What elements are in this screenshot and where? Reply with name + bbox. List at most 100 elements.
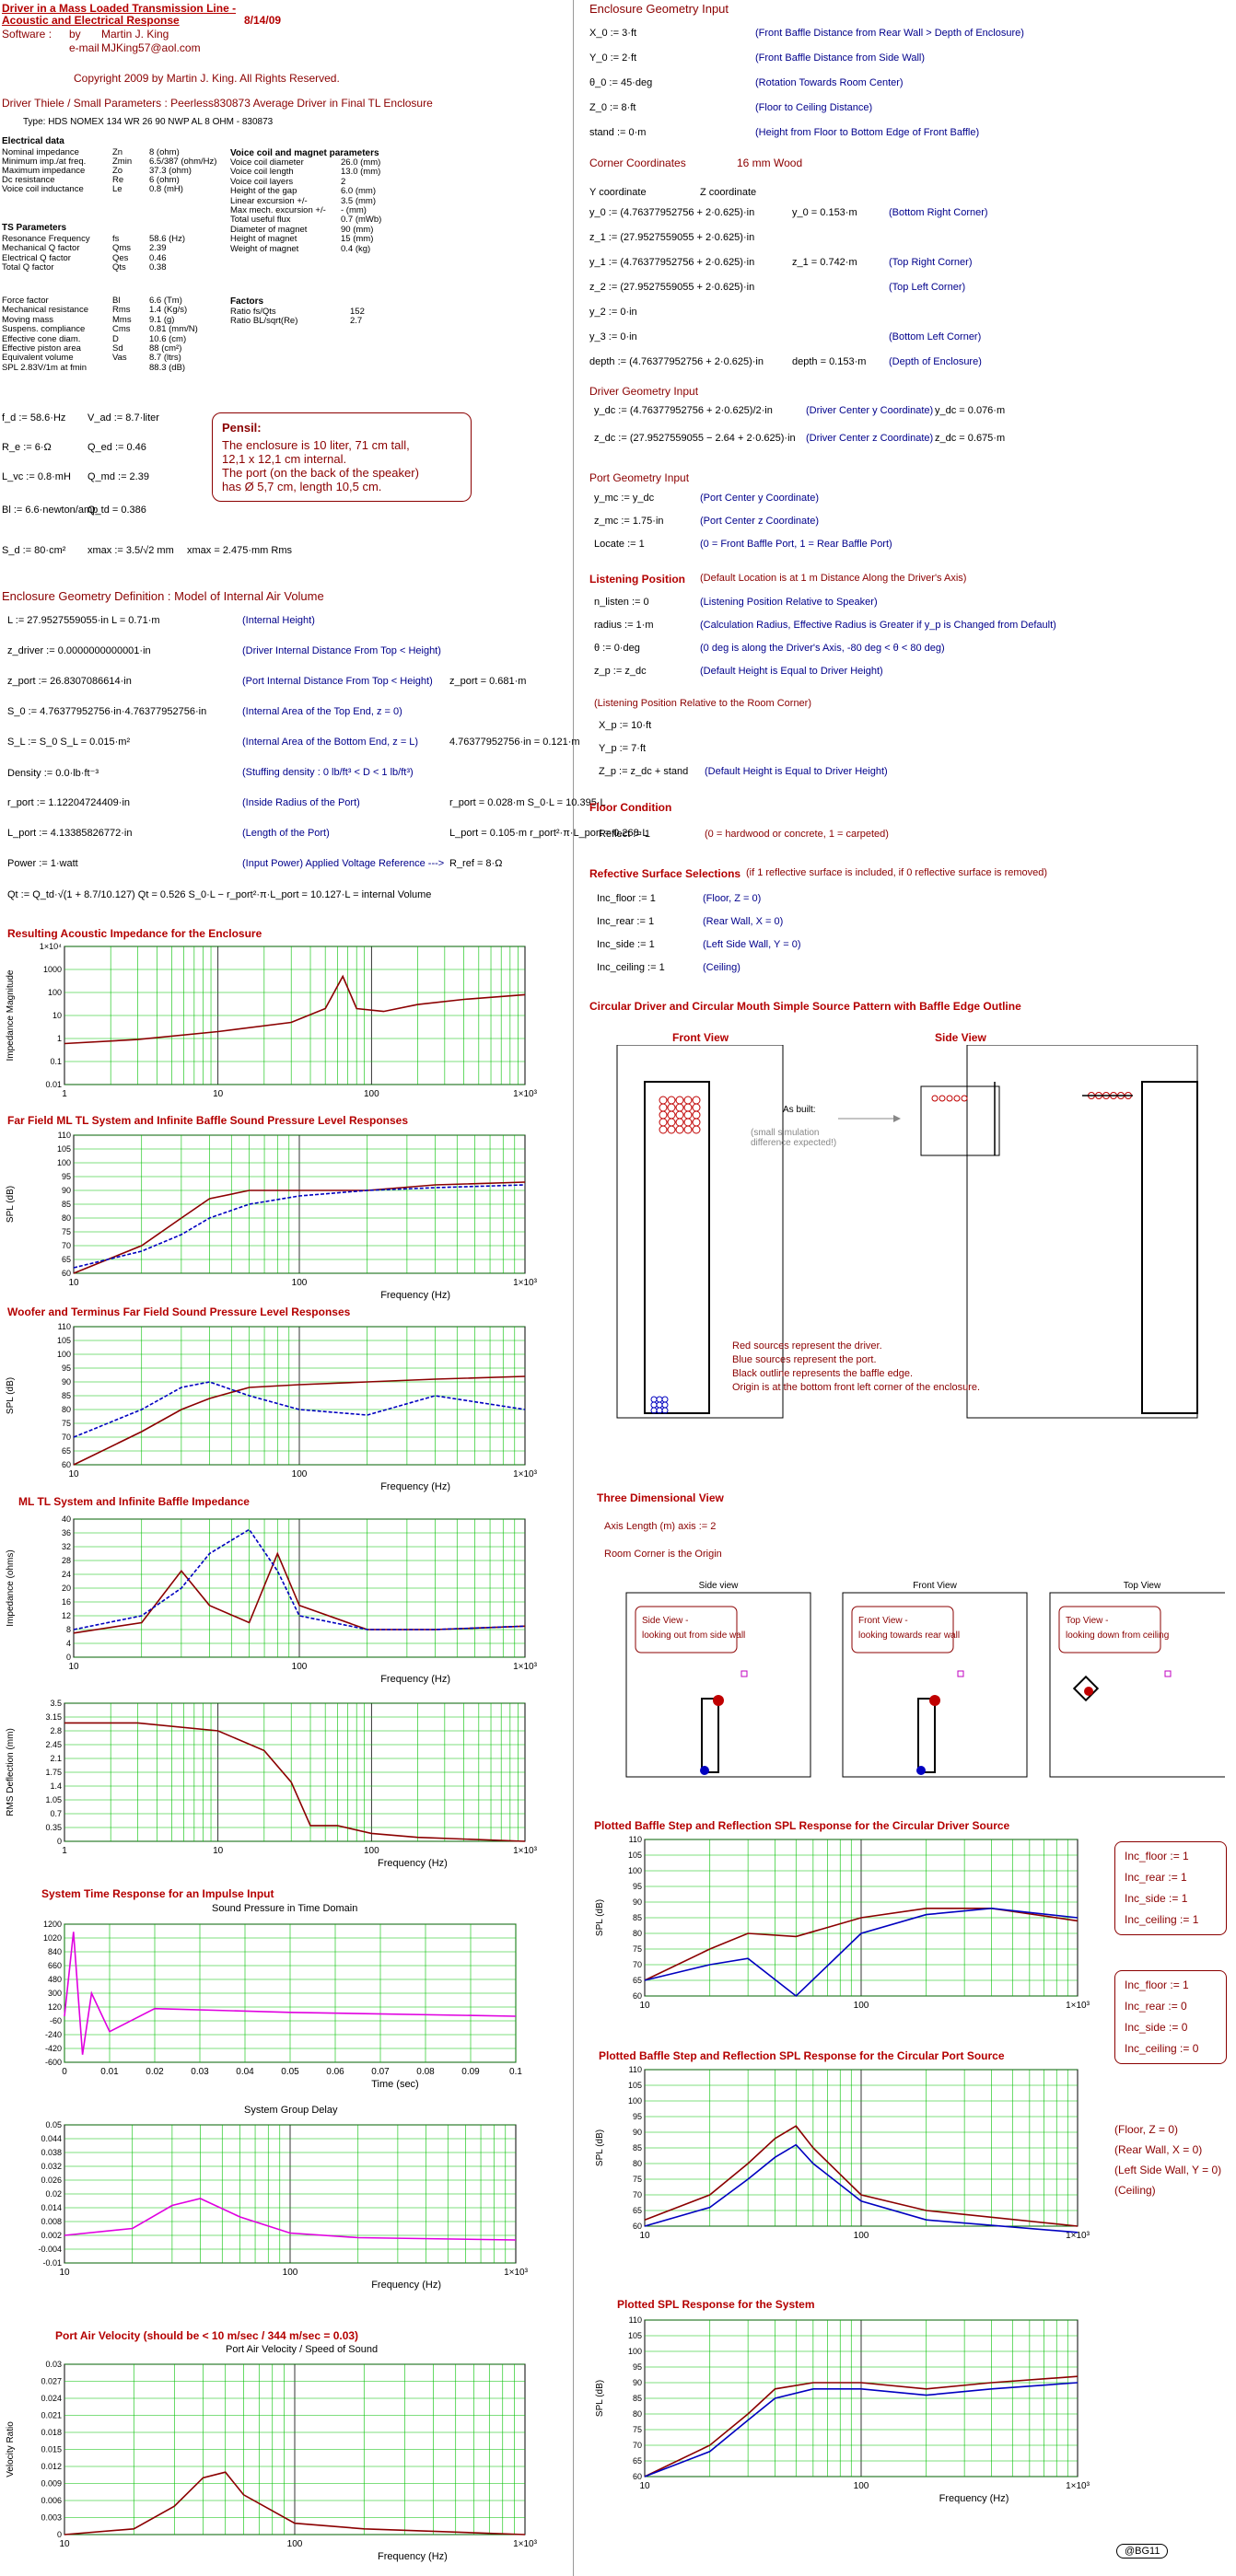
input-xmax[interactable]: xmax := 3.5/√2 mm: [87, 545, 174, 556]
listen-cell[interactable]: radius := 1·m: [594, 620, 654, 631]
driver-geom-cell[interactable]: z_dc := (27.9527559055 − 2.64 + 2·0.625)…: [594, 433, 796, 444]
electrical-cell: Zn: [112, 147, 123, 157]
y-tick-label: 4: [66, 1639, 71, 1648]
port-geom-cell[interactable]: y_mc := y_dc: [594, 493, 655, 504]
electrical-cell: Dc resistance: [2, 175, 55, 185]
electrical-cell: Re: [112, 175, 124, 185]
enclosure-cell[interactable]: Power := 1·watt: [7, 858, 78, 869]
input-re[interactable]: R_e := 6·Ω: [2, 442, 52, 453]
as-built-arrow-head: [893, 1115, 901, 1122]
side-view-title: Side View: [935, 1031, 986, 1044]
corner-cell[interactable]: y_2 := 0·in: [589, 307, 637, 318]
room-cell[interactable]: X_p := 10·ft: [599, 720, 652, 731]
input-qed[interactable]: Q_ed := 0.46: [87, 442, 146, 453]
y-tick-label: 85: [633, 2143, 642, 2152]
circ-note-item: Black outline represents the baffle edge…: [732, 1368, 914, 1379]
floor-input[interactable]: Reflect := 1: [599, 829, 650, 840]
enclosure-cell[interactable]: r_port := 1.12204724409·in: [7, 797, 131, 808]
corner-cell[interactable]: z_1 := (27.9527559055 + 2·0.625)·in: [589, 232, 755, 243]
refl-cell: (Ceiling): [703, 962, 740, 973]
input-lvc[interactable]: L_vc := 0.8·mH: [2, 471, 71, 482]
corner-cell[interactable]: y_3 := 0·in: [589, 331, 637, 342]
port-geom-cell[interactable]: z_mc := 1.75·in: [594, 516, 664, 527]
enclosure-def-heading: Enclosure Geometry Definition : Model of…: [2, 589, 324, 603]
electrical-cell: 37.3 (ohm): [149, 166, 192, 176]
enclosure-cell[interactable]: z_driver := 0.0000000000001·in: [7, 645, 151, 656]
enclosure-cell: (Internal Area of the Bottom End, z = L): [242, 737, 419, 748]
geom-cell: (Front Baffle Distance from Rear Wall > …: [755, 28, 1024, 39]
corner-cell[interactable]: z_2 := (27.9527559055 + 2·0.625)·in: [589, 282, 755, 293]
geom-cell[interactable]: stand := 0·m: [589, 127, 647, 138]
legend2-item: Inc_floor := 1: [1125, 1978, 1189, 1991]
enclosure-cell[interactable]: z_port := 26.8307086614·in: [7, 676, 132, 687]
y-tick-label: 0.024: [41, 2394, 62, 2403]
input-vad[interactable]: V_ad := 8.7·liter: [87, 412, 159, 424]
refl-cell[interactable]: Inc_floor := 1: [597, 893, 656, 904]
y-tick-label: 0.002: [41, 2231, 62, 2240]
enclosure-cell[interactable]: S_L := S_0 S_L = 0.015·m²: [7, 737, 131, 748]
force-cell: 6.6 (Tm): [149, 296, 182, 306]
listen-cell[interactable]: z_p := z_dc: [594, 666, 647, 677]
y-tick-label: 28: [62, 1556, 71, 1565]
chart-system-impedance: 10 100 1×10³ 0 4 8 12 16 20 24 28 32 36 40 Frequency (…: [6, 1514, 538, 1685]
listen-cell: (0 deg is along the Driver's Axis, -80 d…: [700, 643, 945, 654]
input-qmd[interactable]: Q_md := 2.39: [87, 471, 149, 482]
y-tick-label: 110: [629, 1835, 642, 1844]
corner-cell[interactable]: depth := (4.76377952756 + 2·0.625)·in: [589, 356, 764, 367]
geom-cell[interactable]: X_0 := 3·ft: [589, 28, 637, 39]
circ-heading: Circular Driver and Circular Mouth Simpl…: [589, 1000, 1021, 1013]
y-tick-label: 80: [62, 1213, 71, 1223]
system-spl-heading: Plotted SPL Response for the System: [617, 2298, 815, 2311]
group-delay-sub: System Group Delay: [244, 2105, 338, 2116]
as-built-source: [946, 1095, 953, 1102]
series-line: [64, 2198, 517, 2241]
geom-cell[interactable]: Z_0 := 8·ft: [589, 102, 636, 113]
listen-heading: Listening Position: [589, 573, 685, 586]
enclosure-cell[interactable]: L := 27.9527559055·in L = 0.71·m: [7, 615, 160, 626]
y-tick-label: 0.038: [41, 2148, 62, 2157]
series-line: [73, 1184, 526, 1269]
y-tick-label: 85: [633, 1913, 642, 1922]
y-tick-label: 85: [62, 1391, 71, 1400]
enclosure-cell[interactable]: Density := 0.0·lb·ft⁻³: [7, 768, 99, 779]
refl-cell[interactable]: Inc_side := 1: [597, 939, 655, 950]
y-tick-label: 100: [628, 1866, 642, 1875]
refl-cell: (Left Side Wall, Y = 0): [703, 939, 801, 950]
geom-cell[interactable]: Y_0 := 2·ft: [589, 52, 637, 64]
series-line: [644, 2143, 1079, 2234]
side-view-frame: [966, 1045, 1198, 1419]
port-geom-cell[interactable]: Locate := 1: [594, 539, 645, 550]
y-axis-label: SPL (dB): [6, 1377, 16, 1414]
enclosure-cell[interactable]: L_port := 4.13385826772·in: [7, 828, 133, 839]
x-tick-label: 1×10³: [513, 1278, 538, 1288]
room-cell[interactable]: Y_p := 7·ft: [599, 743, 647, 754]
section-far-field: Far Field ML TL System and Infinite Baff…: [7, 1114, 408, 1127]
y-tick-label: 0: [57, 1837, 62, 1846]
y-tick-label: 0.015: [41, 2445, 62, 2454]
email-link[interactable]: MJKing57@aol.com: [101, 41, 201, 54]
x-tick-label: 10: [639, 2481, 650, 2491]
side-callout-text: Side View -: [642, 1616, 688, 1626]
series-line: [64, 974, 526, 1045]
listen-cell[interactable]: θ := 0·deg: [594, 643, 640, 654]
three-d-views: Side View - looking out from side wall Fro…: [625, 1581, 1225, 1778]
input-sd[interactable]: S_d := 80·cm²: [2, 545, 66, 556]
y-tick-label: 60: [62, 1269, 71, 1278]
geom-cell[interactable]: θ_0 := 45·deg: [589, 77, 653, 88]
y-axis-label: SPL (dB): [6, 1186, 16, 1223]
input-fd[interactable]: f_d := 58.6·Hz: [2, 412, 66, 424]
refl-heading: Refective Surface Selections: [589, 867, 741, 880]
y-axis-label: SPL (dB): [595, 2380, 605, 2417]
refl-cell[interactable]: Inc_ceiling := 1: [597, 962, 665, 973]
corner-cell[interactable]: y_0 := (4.76377952756 + 2·0.625)·in: [589, 207, 755, 218]
refl-cell[interactable]: Inc_rear := 1: [597, 916, 655, 927]
email-label: e-mail: [69, 41, 99, 54]
electrical-cell: Le: [112, 184, 122, 194]
series-line: [644, 2125, 1079, 2227]
corner-cell[interactable]: y_1 := (4.76377952756 + 2·0.625)·in: [589, 257, 755, 268]
room-cell[interactable]: Z_p := z_dc + stand: [599, 766, 689, 777]
enclosure-cell[interactable]: S_0 := 4.76377952756·in·4.76377952756·in: [7, 706, 207, 717]
driver-geom-cell[interactable]: y_dc := (4.76377952756 + 2·0.625)/2·in: [594, 405, 773, 416]
listen-cell[interactable]: n_listen := 0: [594, 597, 649, 608]
input-bl[interactable]: Bl := 6.6·newton/amp: [2, 505, 99, 516]
